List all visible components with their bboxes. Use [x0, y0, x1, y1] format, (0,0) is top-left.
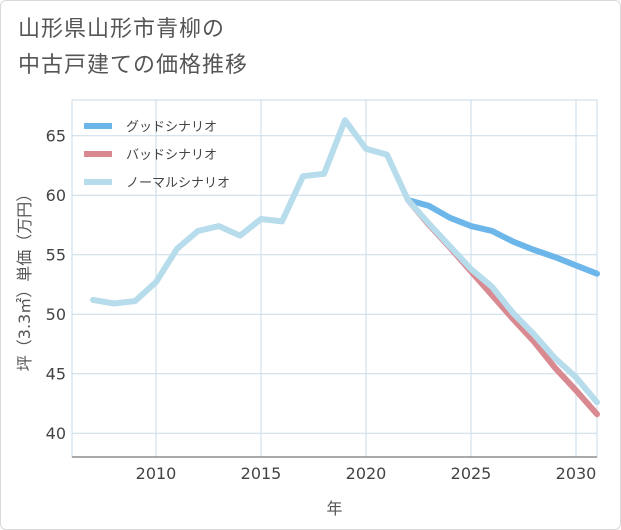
y-tick-label: 55 — [46, 246, 66, 265]
x-tick-label: 2030 — [556, 464, 597, 483]
x-tick-label: 2025 — [451, 464, 492, 483]
x-tick-label: 2010 — [136, 464, 177, 483]
legend-label: ノーマルシナリオ — [126, 176, 230, 191]
chart-title: 山形県山形市青柳の 中古戸建ての価格推移 — [18, 12, 248, 84]
title-line-2: 中古戸建ての価格推移 — [18, 53, 249, 78]
series-line-2 — [90, 117, 600, 406]
series-line-0 — [405, 197, 600, 277]
x-tick-label: 2015 — [241, 464, 282, 483]
x-tick-label: 2020 — [346, 464, 387, 483]
y-tick-label: 65 — [46, 127, 66, 146]
legend-label: バッドシナリオ — [126, 148, 217, 163]
y-tick-label: 50 — [46, 305, 66, 324]
legend-label: グッドシナリオ — [126, 120, 217, 135]
y-tick-label: 45 — [46, 365, 66, 384]
y-axis-label: 坪（3.3㎡）単価（万円） — [15, 186, 34, 371]
x-axis-label: 年 — [326, 499, 342, 518]
tick-labels: 2010 2015 2020 2025 2030 40 45 50 55 60 65 — [46, 127, 597, 483]
series-lines — [90, 117, 600, 418]
y-tick-label: 60 — [46, 186, 66, 205]
axes — [71, 99, 598, 458]
y-tick-label: 40 — [46, 424, 66, 443]
title-line-1: 山形県山形市青柳の — [18, 17, 226, 42]
